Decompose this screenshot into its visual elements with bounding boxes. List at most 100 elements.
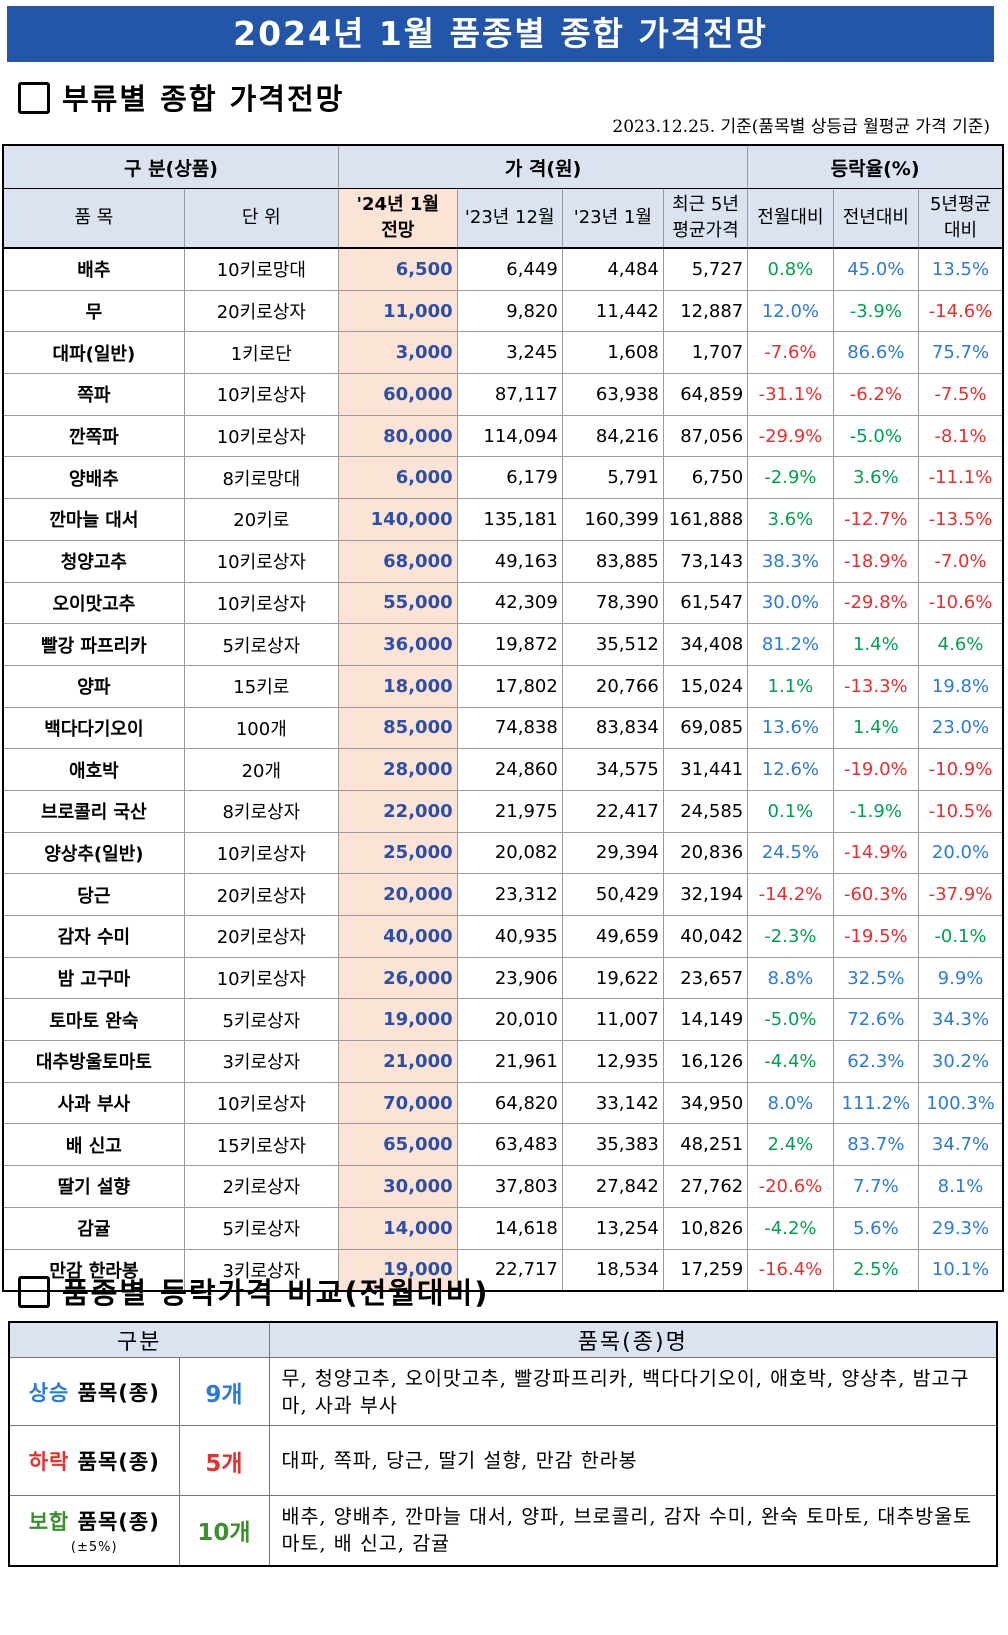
dec23-cell: 22,717: [456, 1248, 563, 1292]
dec23-cell: 20,082: [456, 831, 563, 875]
avg5y-cell: 1,707: [662, 331, 749, 375]
jan23-cell: 84,216: [561, 414, 664, 458]
comparison-category-cell: 상승 품목(종): [8, 1357, 180, 1426]
forecast-cell: 18,000: [337, 664, 458, 708]
unit-cell: 3키로상자: [183, 1040, 339, 1083]
category-note: (±5%): [70, 1539, 118, 1555]
mom-cell: 0.8%: [747, 246, 834, 291]
report-banner: 2024년 1월 품종별 종합 가격전망: [7, 6, 994, 62]
dec23-cell: 87,117: [456, 373, 563, 416]
yoy-cell: -14.9%: [832, 831, 920, 875]
unit-cell: 8키로망대: [183, 456, 339, 500]
avg5y-cell: 27,762: [662, 1165, 749, 1208]
avg5y-cell: 17,259: [662, 1248, 749, 1292]
dec23-cell: 114,094: [456, 414, 563, 458]
checkbox-square-icon: [18, 1276, 50, 1308]
yoy-cell: 62.3%: [832, 1040, 920, 1083]
unit-cell: 2키로상자: [183, 1165, 339, 1208]
header-comparison-items: 품목(종)명: [268, 1321, 998, 1358]
forecast-cell: 20,000: [337, 873, 458, 916]
comparison-row: 보합 품목(종) (±5%) 10개 배추, 양배추, 깐마늘 대서, 양파, 브로콜…: [8, 1495, 998, 1566]
avg5y-cell: 20,836: [662, 831, 749, 875]
dec23-cell: 49,163: [456, 539, 563, 583]
dec23-cell: 135,181: [456, 498, 563, 541]
section-title-text: 부류별 종합 가격전망: [62, 82, 345, 116]
dec23-cell: 63,483: [456, 1123, 563, 1167]
avg5y-cell: 61,547: [662, 581, 749, 625]
forecast-cell: 40,000: [337, 915, 458, 958]
item-name-cell: 양상추(일반): [2, 831, 185, 875]
table-row: 딸기 설향 2키로상자 30,000 37,803 27,842 27,762 -20.6%…: [2, 1165, 1004, 1208]
yoy-cell: 3.6%: [832, 456, 920, 500]
mom-cell: 12.6%: [747, 748, 834, 791]
unit-cell: 10키로상자: [183, 539, 339, 583]
item-name-cell: 쪽파: [2, 373, 185, 416]
jan23-cell: 35,383: [561, 1123, 664, 1167]
header-yoy: 전년대비: [832, 188, 920, 249]
unit-cell: 20키로상자: [183, 915, 339, 958]
item-name-cell: 사과 부사: [2, 1081, 185, 1125]
vs5y-cell: 19.8%: [918, 664, 1004, 708]
category-label: 품목(종): [69, 1449, 160, 1474]
vs5y-cell: 10.1%: [918, 1248, 1004, 1292]
avg5y-cell: 34,950: [662, 1081, 749, 1125]
item-name-cell: 빨강 파프리카: [2, 623, 185, 666]
unit-cell: 10키로상자: [183, 1081, 339, 1125]
forecast-cell: 26,000: [337, 956, 458, 1000]
mom-cell: -20.6%: [747, 1165, 834, 1208]
unit-cell: 3키로상자: [183, 1248, 339, 1292]
vs5y-cell: 23.0%: [918, 706, 1004, 750]
mom-cell: -14.2%: [747, 873, 834, 916]
header-dec23: '23년 12월: [456, 188, 563, 249]
avg5y-cell: 161,888: [662, 498, 749, 541]
mom-cell: -2.3%: [747, 915, 834, 958]
vs5y-cell: -0.1%: [918, 915, 1004, 958]
jan23-cell: 5,791: [561, 456, 664, 500]
yoy-cell: 2.5%: [832, 1248, 920, 1292]
jan23-cell: 13,254: [561, 1206, 664, 1250]
unit-cell: 5키로상자: [183, 1206, 339, 1250]
yoy-cell: -29.8%: [832, 581, 920, 625]
dec23-cell: 19,872: [456, 623, 563, 666]
yoy-cell: 86.6%: [832, 331, 920, 375]
jan23-cell: 12,935: [561, 1040, 664, 1083]
comparison-items-cell: 대파, 쪽파, 당근, 딸기 설향, 만감 한라봉: [268, 1425, 998, 1496]
forecast-cell: 65,000: [337, 1123, 458, 1167]
item-name-cell: 깐쪽파: [2, 414, 185, 458]
dec23-cell: 21,961: [456, 1040, 563, 1083]
unit-cell: 10키로상자: [183, 831, 339, 875]
jan23-cell: 4,484: [561, 246, 664, 291]
vs5y-cell: 29.3%: [918, 1206, 1004, 1250]
comparison-category-cell: 보합 품목(종) (±5%): [8, 1495, 180, 1566]
mom-cell: -4.2%: [747, 1206, 834, 1250]
jan23-cell: 83,885: [561, 539, 664, 583]
item-name-cell: 토마토 완숙: [2, 998, 185, 1042]
item-name-cell: 백다다기오이: [2, 706, 185, 750]
dec23-cell: 40,935: [456, 915, 563, 958]
mom-cell: 24.5%: [747, 831, 834, 875]
yoy-cell: 111.2%: [832, 1081, 920, 1125]
comparison-count-cell: 9개: [178, 1357, 270, 1426]
unit-cell: 10키로상자: [183, 373, 339, 416]
unit-cell: 15키로상자: [183, 1123, 339, 1167]
vs5y-cell: 75.7%: [918, 331, 1004, 375]
mom-cell: -4.4%: [747, 1040, 834, 1083]
table-row: 애호박 20개 28,000 24,860 34,575 31,441 12.6% -19.0…: [2, 748, 1004, 791]
comparison-count-cell: 5개: [178, 1425, 270, 1496]
dec23-cell: 37,803: [456, 1165, 563, 1208]
dec23-cell: 6,449: [456, 246, 563, 291]
comparison-items-cell: 배추, 양배추, 깐마늘 대서, 양파, 브로콜리, 감자 수미, 완숙 토마토…: [268, 1495, 998, 1566]
unit-cell: 20키로상자: [183, 289, 339, 333]
item-name-cell: 감귤: [2, 1206, 185, 1250]
table-row: 백다다기오이 100개 85,000 74,838 83,834 69,085 13.6% 1…: [2, 706, 1004, 750]
unit-cell: 20키로: [183, 498, 339, 541]
yoy-cell: 32.5%: [832, 956, 920, 1000]
header-unit: 단 위: [183, 188, 339, 249]
table-row: 양배추 8키로망대 6,000 6,179 5,791 6,750 -2.9% 3.6% -11…: [2, 456, 1004, 500]
jan23-cell: 22,417: [561, 789, 664, 833]
forecast-cell: 3,000: [337, 331, 458, 375]
item-name-cell: 무: [2, 289, 185, 333]
dec23-cell: 9,820: [456, 289, 563, 333]
comparison-row: 하락 품목(종) 5개 대파, 쪽파, 당근, 딸기 설향, 만감 한라봉: [8, 1425, 998, 1496]
table-row: 토마토 완숙 5키로상자 19,000 20,010 11,007 14,149 -5.0%…: [2, 998, 1004, 1042]
